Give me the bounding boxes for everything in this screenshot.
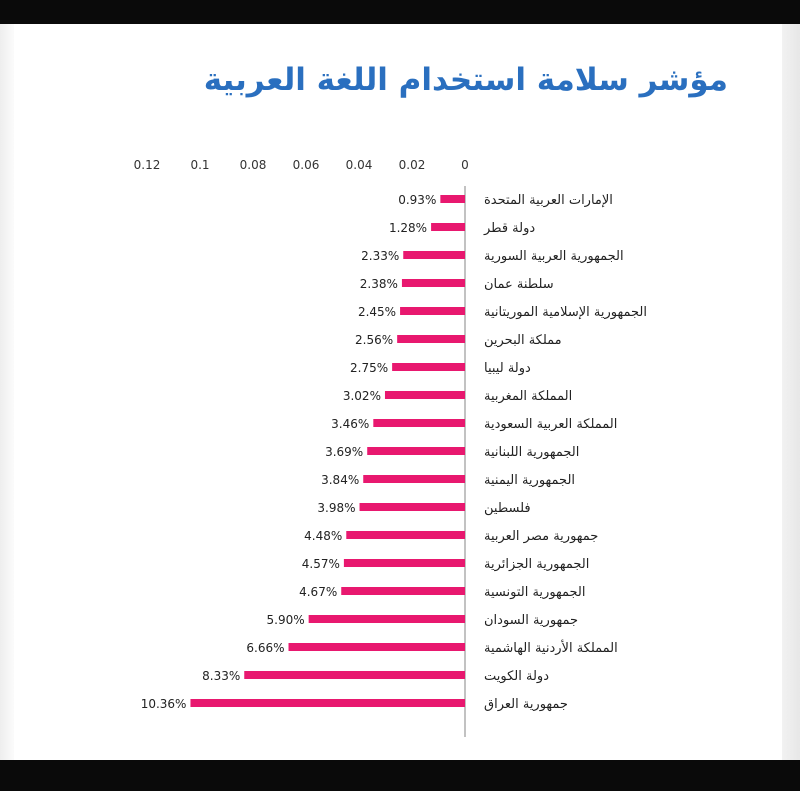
bar bbox=[392, 363, 465, 371]
data-label: 2.33% bbox=[361, 249, 399, 263]
category-label: الجمهورية التونسية bbox=[484, 585, 586, 600]
data-label: 4.57% bbox=[302, 557, 340, 571]
bar bbox=[288, 643, 465, 651]
x-tick-label: 0.1 bbox=[190, 158, 209, 172]
category-label: المملكة العربية السعودية bbox=[484, 417, 617, 432]
data-label: 2.75% bbox=[350, 361, 388, 375]
x-tick-label: 0.06 bbox=[293, 158, 320, 172]
bar bbox=[397, 335, 465, 343]
category-label: الجمهورية اللبنانية bbox=[484, 445, 579, 460]
bar bbox=[244, 671, 465, 679]
bar bbox=[384, 391, 465, 399]
data-label: 10.36% bbox=[141, 697, 187, 711]
bar bbox=[190, 699, 465, 707]
x-tick-label: 0.08 bbox=[240, 158, 267, 172]
data-label: 8.33% bbox=[202, 669, 240, 683]
bar bbox=[359, 503, 465, 511]
chart-title: مؤشر سلامة استخدام اللغة العربية bbox=[203, 62, 728, 98]
bar bbox=[343, 559, 465, 567]
category-label: المملكة الأردنية الهاشمية bbox=[484, 639, 618, 656]
category-label: المملكة المغربية bbox=[484, 389, 572, 404]
x-tick-label: 0.04 bbox=[346, 158, 373, 172]
data-label: 3.69% bbox=[325, 445, 363, 459]
bar bbox=[403, 251, 465, 259]
bar bbox=[367, 447, 465, 455]
category-label: دولة ليبيا bbox=[484, 361, 531, 376]
category-label: فلسطين bbox=[484, 501, 531, 516]
category-label: الإمارات العربية المتحدة bbox=[484, 193, 613, 208]
data-label: 2.38% bbox=[360, 277, 398, 291]
category-label: الجمهورية اليمنية bbox=[484, 473, 575, 488]
category-label: دولة قطر bbox=[483, 221, 535, 236]
left-card-edge bbox=[0, 24, 14, 760]
data-label: 3.98% bbox=[317, 501, 355, 515]
category-label: جمهورية السودان bbox=[484, 613, 578, 628]
category-label: مملكة البحرين bbox=[484, 333, 562, 348]
data-label: 6.66% bbox=[246, 641, 284, 655]
bar bbox=[341, 587, 465, 595]
category-label: سلطنة عمان bbox=[484, 277, 554, 292]
data-label: 5.90% bbox=[267, 613, 305, 627]
bar bbox=[363, 475, 465, 483]
category-label: الجمهورية العربية السورية bbox=[484, 249, 624, 264]
data-label: 2.56% bbox=[355, 333, 393, 347]
data-label: 1.28% bbox=[389, 221, 427, 235]
x-tick-label: 0.12 bbox=[134, 158, 161, 172]
data-label: 2.45% bbox=[358, 305, 396, 319]
data-label: 4.67% bbox=[299, 585, 337, 599]
data-label: 3.84% bbox=[321, 473, 359, 487]
x-tick-label: 0.02 bbox=[399, 158, 426, 172]
data-label: 0.93% bbox=[398, 193, 436, 207]
bar bbox=[431, 223, 465, 231]
x-tick-label: 0 bbox=[461, 158, 469, 172]
bar bbox=[440, 195, 465, 203]
right-card-edge bbox=[782, 24, 800, 760]
bar bbox=[401, 279, 465, 287]
data-label: 3.02% bbox=[343, 389, 381, 403]
bar bbox=[308, 615, 465, 623]
data-label: 4.48% bbox=[304, 529, 342, 543]
category-label: جمهورية العراق bbox=[484, 697, 568, 712]
bottom-black-strip bbox=[0, 760, 800, 791]
category-label: الجمهورية الجزائرية bbox=[484, 557, 589, 572]
category-label: الجمهورية الإسلامية الموريتانية bbox=[484, 305, 647, 320]
data-label: 3.46% bbox=[331, 417, 369, 431]
bar bbox=[346, 531, 465, 539]
bar bbox=[373, 419, 465, 427]
category-label: جمهورية مصر العربية bbox=[484, 529, 598, 544]
bar bbox=[400, 307, 465, 315]
category-label: دولة الكويت bbox=[484, 669, 549, 684]
